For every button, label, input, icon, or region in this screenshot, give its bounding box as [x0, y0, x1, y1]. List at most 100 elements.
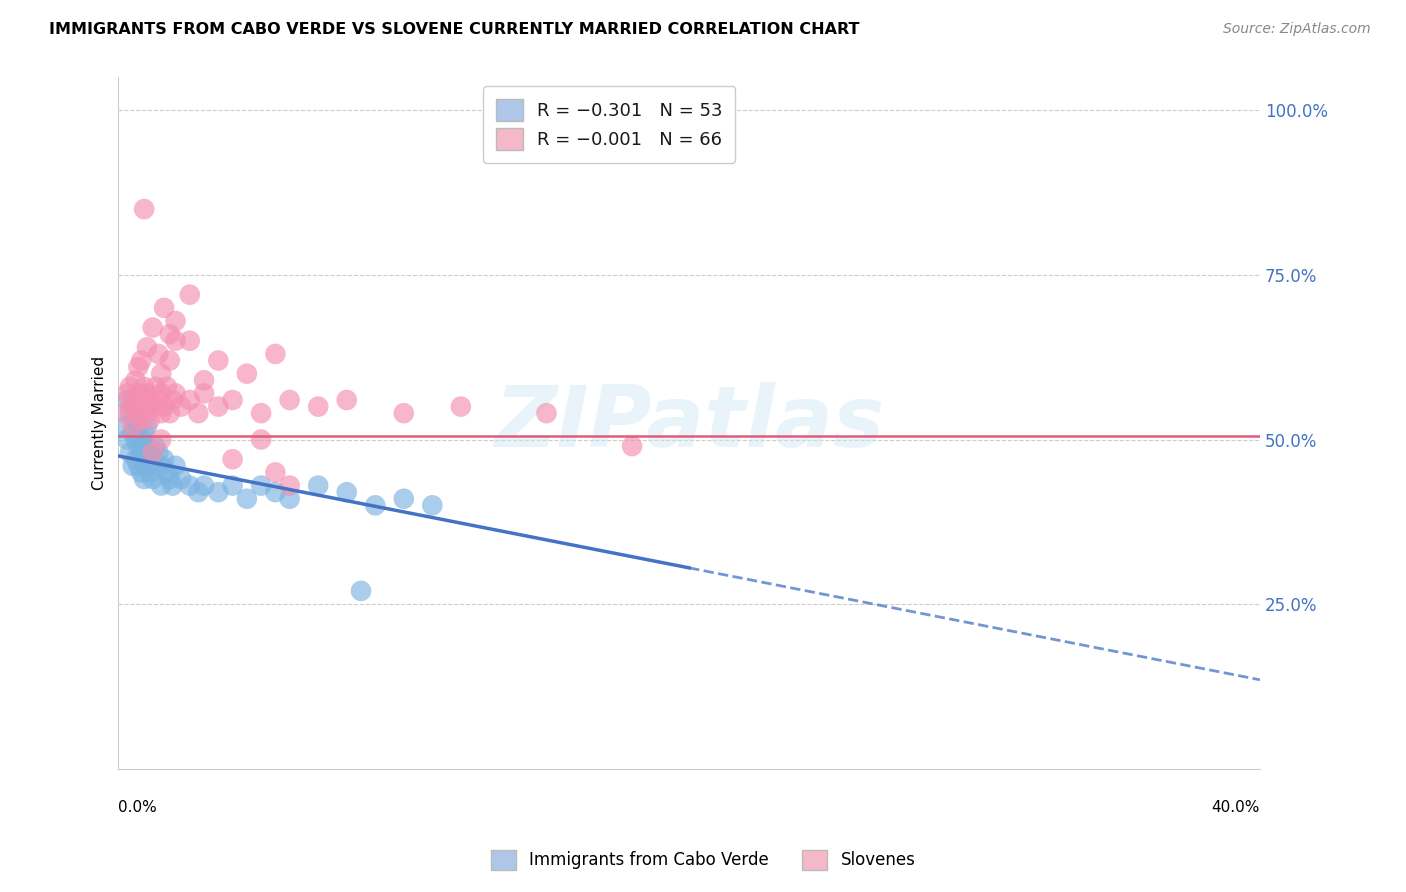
Point	[145, 439, 167, 453]
Point	[250, 433, 273, 447]
Text: ZIPatlas: ZIPatlas	[494, 382, 884, 465]
Point	[139, 466, 162, 480]
Point	[193, 478, 215, 492]
Point	[221, 452, 243, 467]
Point	[124, 433, 146, 447]
Point	[165, 314, 187, 328]
Point	[129, 445, 152, 459]
Point	[165, 458, 187, 473]
Point	[307, 400, 329, 414]
Point	[139, 392, 162, 407]
Point	[112, 406, 135, 420]
Point	[142, 452, 165, 467]
Point	[124, 400, 146, 414]
Text: 40.0%: 40.0%	[1212, 800, 1260, 814]
Point	[179, 478, 201, 492]
Point	[187, 406, 209, 420]
Point	[118, 445, 141, 459]
Point	[142, 400, 165, 414]
Point	[420, 499, 443, 513]
Point	[121, 400, 143, 414]
Point	[336, 485, 359, 500]
Point	[134, 202, 156, 216]
Point	[129, 433, 152, 447]
Point	[145, 380, 167, 394]
Point	[156, 466, 179, 480]
Point	[264, 347, 287, 361]
Legend: Immigrants from Cabo Verde, Slovenes: Immigrants from Cabo Verde, Slovenes	[484, 843, 922, 877]
Point	[134, 425, 156, 440]
Point	[118, 380, 141, 394]
Point	[150, 406, 173, 420]
Point	[142, 320, 165, 334]
Point	[136, 406, 159, 420]
Point	[136, 386, 159, 401]
Point	[142, 445, 165, 459]
Point	[187, 485, 209, 500]
Point	[165, 334, 187, 348]
Point	[127, 458, 149, 473]
Point	[450, 400, 472, 414]
Point	[134, 472, 156, 486]
Text: 0.0%: 0.0%	[118, 800, 157, 814]
Point	[264, 466, 287, 480]
Point	[118, 400, 141, 414]
Point	[121, 425, 143, 440]
Point	[250, 478, 273, 492]
Point	[392, 406, 415, 420]
Point	[136, 419, 159, 434]
Point	[162, 392, 184, 407]
Point	[221, 392, 243, 407]
Point	[153, 301, 176, 315]
Point	[115, 386, 138, 401]
Point	[153, 400, 176, 414]
Point	[150, 433, 173, 447]
Point	[179, 334, 201, 348]
Point	[207, 400, 229, 414]
Point	[264, 485, 287, 500]
Point	[136, 439, 159, 453]
Point	[148, 347, 170, 361]
Point	[121, 392, 143, 407]
Point	[127, 360, 149, 375]
Point	[364, 499, 387, 513]
Point	[307, 478, 329, 492]
Point	[118, 406, 141, 420]
Point	[236, 491, 259, 506]
Point	[159, 327, 181, 342]
Point	[112, 419, 135, 434]
Point	[150, 386, 173, 401]
Text: Source: ZipAtlas.com: Source: ZipAtlas.com	[1223, 22, 1371, 37]
Point	[148, 445, 170, 459]
Point	[136, 458, 159, 473]
Point	[124, 413, 146, 427]
Point	[392, 491, 415, 506]
Point	[207, 485, 229, 500]
Point	[127, 419, 149, 434]
Point	[129, 353, 152, 368]
Point	[159, 353, 181, 368]
Y-axis label: Currently Married: Currently Married	[93, 356, 107, 490]
Point	[142, 472, 165, 486]
Point	[156, 380, 179, 394]
Point	[139, 413, 162, 427]
Point	[207, 353, 229, 368]
Point	[134, 380, 156, 394]
Point	[129, 466, 152, 480]
Point	[278, 392, 301, 407]
Point	[129, 386, 152, 401]
Point	[165, 386, 187, 401]
Point	[150, 458, 173, 473]
Point	[124, 373, 146, 387]
Point	[121, 458, 143, 473]
Point	[221, 478, 243, 492]
Point	[124, 452, 146, 467]
Point	[336, 392, 359, 407]
Point	[179, 392, 201, 407]
Point	[145, 458, 167, 473]
Point	[115, 392, 138, 407]
Point	[162, 478, 184, 492]
Point	[127, 386, 149, 401]
Point	[278, 491, 301, 506]
Point	[136, 340, 159, 354]
